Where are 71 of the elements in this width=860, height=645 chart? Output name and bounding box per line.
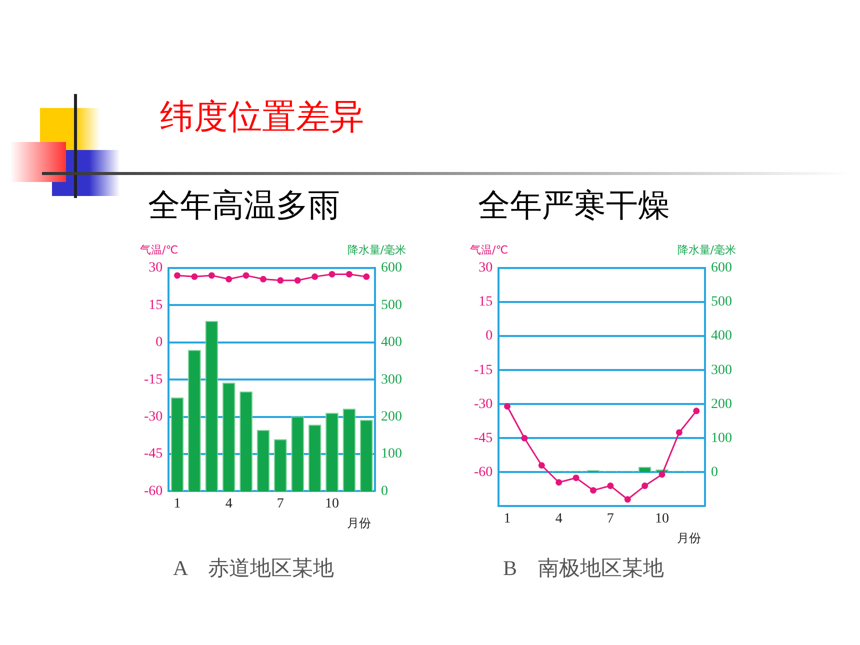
y-tick-label: -60 (474, 464, 493, 480)
x-tick-label: 4 (555, 511, 562, 526)
y2-tick-label: 500 (711, 294, 732, 310)
y-tick-label: 0 (486, 328, 493, 344)
x-tick-label: 7 (276, 496, 284, 512)
point (556, 479, 562, 486)
y-tick-label: -45 (144, 446, 163, 462)
y-tick-label: -15 (144, 372, 163, 388)
y-tick-label: 15 (478, 294, 493, 310)
point (676, 429, 682, 436)
x-tick-label: 4 (225, 496, 232, 512)
x-tick-label: 10 (655, 511, 670, 526)
y-tick-label: 15 (148, 298, 163, 313)
text: B 南极地区某地 (503, 555, 664, 582)
x-tick-label: 1 (504, 511, 511, 526)
y2-tick-label: 0 (711, 464, 718, 480)
x-tick-label: 1 (174, 496, 181, 512)
point (242, 272, 250, 279)
y2-tick-label: 300 (711, 362, 732, 378)
x-axis-title: 月份 (347, 516, 371, 530)
point (294, 277, 301, 284)
y-tick-label: -30 (474, 396, 493, 412)
y2-tick-label: 400 (711, 328, 732, 344)
text: 纬度位置差异 (160, 96, 364, 139)
y2-tick-label: 500 (381, 298, 402, 313)
point (658, 471, 666, 478)
text: A 赤道地区某地 (173, 555, 334, 582)
point (642, 482, 648, 490)
y2-axis-title: 降水量/毫米 (347, 243, 406, 256)
point (521, 434, 528, 442)
chart-title: 全年高温多雨 (148, 185, 340, 226)
point (260, 276, 266, 282)
point (226, 276, 232, 282)
x-tick-label: 7 (606, 511, 614, 526)
y2-tick-label: 400 (381, 335, 402, 350)
y2-tick-label: 200 (711, 396, 732, 412)
point (624, 496, 631, 503)
y-tick-label: -60 (144, 484, 163, 499)
point (346, 270, 352, 278)
y2-tick-label: 0 (381, 484, 388, 499)
y2-tick-label: 100 (381, 446, 402, 462)
point (590, 487, 596, 494)
point (328, 270, 336, 278)
point (693, 408, 700, 414)
y2-tick-label: 200 (381, 409, 402, 424)
y-tick-label: -15 (474, 362, 493, 378)
y2-tick-label: 300 (381, 372, 402, 388)
point (363, 273, 370, 280)
y-axis-title: 气温/℃ (470, 243, 508, 256)
point (312, 273, 318, 280)
y-tick-label: -45 (474, 430, 493, 446)
point (277, 277, 284, 284)
y2-axis-title: 降水量/毫米 (677, 243, 736, 256)
point (607, 482, 614, 490)
y2-tick-label: 600 (711, 260, 732, 276)
x-tick-label: 10 (325, 496, 340, 512)
y-tick-label: 30 (478, 260, 493, 276)
point (191, 273, 198, 280)
x-axis-title: 月份 (677, 531, 701, 546)
y-axis-title: 气温/℃ (140, 243, 178, 256)
point (504, 403, 511, 410)
y2-tick-label: 600 (381, 260, 402, 276)
y2-tick-label: 100 (711, 430, 732, 446)
y-tick-label: 0 (156, 335, 163, 350)
chart-title: 全年严寒干燥 (478, 185, 670, 226)
point (572, 474, 580, 482)
point (208, 272, 215, 279)
point (174, 272, 181, 279)
y-tick-label: 30 (148, 260, 163, 276)
y-tick-label: -30 (144, 409, 163, 424)
point (538, 462, 545, 469)
